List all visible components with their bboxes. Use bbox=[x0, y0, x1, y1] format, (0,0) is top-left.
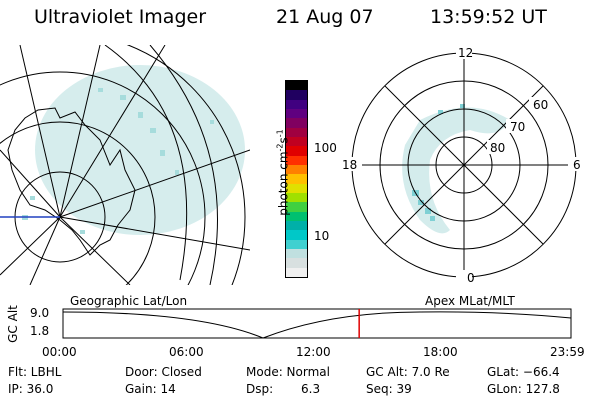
dsp-value: 6.3 bbox=[301, 382, 321, 396]
colorbar bbox=[285, 80, 308, 278]
polar-hour-18: 18 bbox=[342, 158, 358, 172]
map-auroral-emission bbox=[35, 65, 245, 235]
colorbar-unit-label: photon cm-2s-1 bbox=[275, 129, 291, 216]
timeline-tick-3: 18:00 bbox=[423, 345, 458, 359]
polar-hour-12: 12 bbox=[458, 46, 474, 60]
colorbar-swatch bbox=[286, 99, 307, 109]
timeline-right-label: Apex MLat/MLT bbox=[425, 294, 515, 308]
map-lat-circle bbox=[0, 121, 156, 285]
map-coastline bbox=[7, 107, 136, 256]
colorbar-swatch bbox=[286, 192, 307, 203]
timeline-left-label: Geographic Lat/Lon bbox=[70, 294, 188, 308]
dsp-label: Dsp: bbox=[246, 382, 274, 396]
colorbar-swatch bbox=[286, 174, 307, 184]
timeline-tick-2: 12:00 bbox=[296, 345, 331, 359]
colorbar-swatch bbox=[286, 155, 307, 165]
polar-lat-60: 60 bbox=[533, 98, 549, 112]
timeline-tick-0: 00:00 bbox=[42, 345, 77, 359]
colorbar-swatch bbox=[286, 127, 307, 137]
timeline-tick-1: 06:00 bbox=[169, 345, 204, 359]
colorbar-swatch bbox=[286, 239, 307, 249]
colorbar-tick-10: 10 bbox=[314, 229, 330, 243]
colorbar-swatch bbox=[286, 136, 307, 147]
ip-info: IP: 36.0 bbox=[8, 382, 54, 396]
timeline-tick-4: 23:59 bbox=[550, 345, 585, 359]
colorbar-swatch bbox=[286, 211, 307, 221]
colorbar-swatch bbox=[286, 267, 307, 277]
date-label: 21 Aug 07 bbox=[276, 6, 374, 28]
colorbar-swatch bbox=[286, 230, 307, 240]
map-lat-circle bbox=[14, 171, 106, 263]
map-lat-circle bbox=[126, 45, 246, 285]
timeline-ymax: 9.0 bbox=[30, 306, 50, 320]
colorbar-swatch bbox=[286, 248, 307, 259]
colorbar-swatch bbox=[286, 220, 307, 231]
colorbar-swatch bbox=[286, 258, 307, 268]
glat-info: GLat: −66.4 bbox=[487, 365, 560, 379]
door-info: Door: Closed bbox=[125, 365, 202, 379]
instrument-title: Ultraviolet Imager bbox=[34, 6, 207, 28]
gain-info: Gain: 14 bbox=[125, 382, 176, 396]
polar-auroral-oval bbox=[402, 107, 510, 234]
colorbar-swatch bbox=[286, 202, 307, 212]
polar-lat-80: 80 bbox=[490, 141, 506, 155]
mode-info: Mode: Normal bbox=[246, 365, 330, 379]
colorbar-swatch bbox=[286, 81, 307, 91]
seq-info: Seq: 39 bbox=[366, 382, 412, 396]
gc-alt-info: GC Alt: 7.0 Re bbox=[366, 365, 450, 379]
timeline-frame bbox=[62, 308, 572, 339]
colorbar-swatch bbox=[286, 164, 307, 175]
polar-lat-70: 70 bbox=[510, 120, 526, 134]
altitude-curve bbox=[62, 311, 572, 339]
colorbar-swatch bbox=[286, 108, 307, 119]
time-label: 13:59:52 UT bbox=[430, 6, 547, 28]
timeline-axis-label: GC Alt bbox=[6, 305, 20, 343]
colorbar-swatch bbox=[286, 118, 307, 128]
glon-info: GLon: 127.8 bbox=[487, 382, 560, 396]
colorbar-tick-100: 100 bbox=[314, 141, 337, 155]
timeline-ymin: 1.8 bbox=[30, 324, 50, 338]
colorbar-swatch bbox=[286, 90, 307, 100]
polar-hour-6: 6 bbox=[573, 158, 581, 172]
colorbar-swatch bbox=[286, 146, 307, 156]
polar-hour-0: 0 bbox=[467, 271, 475, 285]
filter-info: Flt: LBHL bbox=[8, 365, 62, 379]
colorbar-swatch bbox=[286, 183, 307, 193]
